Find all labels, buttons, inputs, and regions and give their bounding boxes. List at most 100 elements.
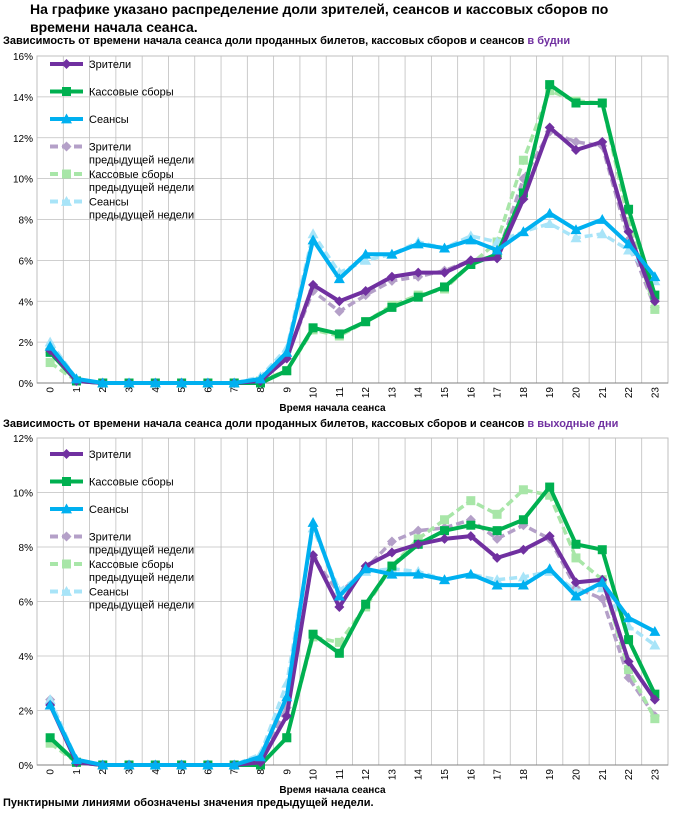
legend-label-sessions_prev: Сеансы предыдущей недели bbox=[89, 587, 194, 612]
data-point-viewers_prev bbox=[623, 672, 634, 683]
data-point-viewers bbox=[465, 255, 476, 266]
data-point-box_office bbox=[361, 599, 371, 609]
y-tick-label: 6% bbox=[19, 256, 34, 267]
data-point-sessions bbox=[281, 691, 293, 702]
data-point-box_office bbox=[361, 317, 371, 327]
data-point-sessions_prev bbox=[517, 571, 529, 582]
data-point-sessions bbox=[623, 612, 635, 623]
x-tick-label: 2 bbox=[98, 387, 109, 393]
x-tick-label: 10 bbox=[309, 387, 320, 399]
data-point-viewers bbox=[623, 656, 634, 667]
x-tick-label: 10 bbox=[309, 769, 320, 781]
data-point-box_office_prev bbox=[650, 714, 660, 724]
data-point-box_office bbox=[571, 98, 581, 108]
data-point-viewers bbox=[492, 253, 503, 264]
x-tick-label: 21 bbox=[598, 769, 609, 781]
legend-label-box_office_prev: Кассовые сборы предыдущей недели bbox=[89, 169, 194, 194]
x-tick-label: 19 bbox=[545, 769, 556, 781]
x-tick-label: 11 bbox=[335, 387, 346, 398]
y-tick-label: 8% bbox=[19, 543, 34, 554]
data-point-box_office_prev bbox=[650, 304, 660, 314]
y-tick-label: 0% bbox=[19, 379, 34, 390]
x-tick-label: 13 bbox=[387, 769, 398, 781]
data-point-viewers bbox=[623, 226, 634, 237]
data-point-sessions bbox=[570, 590, 582, 601]
x-tick-label: 5 bbox=[177, 769, 188, 775]
page-title: На графике указано распределение доли зр… bbox=[30, 1, 609, 35]
chart-title-weekdays-text: Зависимость от времени начала сеанса дол… bbox=[3, 35, 525, 47]
data-point-sessions bbox=[70, 373, 82, 384]
data-point-viewers_prev bbox=[492, 533, 503, 544]
data-point-sessions bbox=[307, 516, 319, 527]
data-point-viewers bbox=[518, 194, 529, 205]
legend-marker-box_office_prev bbox=[62, 559, 71, 569]
data-point-sessions bbox=[333, 273, 345, 284]
data-point-box_office_prev bbox=[624, 665, 634, 675]
data-point-sessions bbox=[412, 238, 424, 249]
data-point-box_office bbox=[624, 204, 634, 214]
legend-marker-sessions_prev bbox=[61, 586, 72, 596]
data-point-box_office bbox=[45, 733, 55, 743]
data-point-box_office_prev bbox=[334, 637, 344, 647]
x-tick-label: 15 bbox=[440, 387, 451, 399]
data-point-box_office bbox=[492, 526, 502, 536]
y-tick-label: 4% bbox=[19, 652, 34, 663]
data-point-sessions bbox=[44, 699, 56, 710]
data-point-viewers bbox=[334, 601, 345, 612]
data-point-box_office_prev bbox=[466, 496, 476, 506]
data-point-sessions bbox=[333, 590, 345, 601]
x-tick-label: 8 bbox=[256, 387, 267, 393]
data-point-viewers bbox=[360, 286, 371, 297]
data-point-box_office bbox=[545, 482, 555, 492]
data-point-box_office bbox=[597, 98, 607, 108]
data-point-viewers bbox=[439, 533, 450, 544]
data-point-viewers bbox=[334, 296, 345, 307]
legend-label-sessions: Сеансы bbox=[89, 114, 129, 126]
data-point-viewers_prev bbox=[334, 306, 345, 317]
data-point-sessions bbox=[202, 377, 214, 388]
data-point-sessions bbox=[623, 238, 635, 249]
x-tick-label: 15 bbox=[440, 769, 451, 781]
x-axis-title: Время начала сеанса bbox=[279, 403, 386, 414]
data-point-viewers bbox=[492, 552, 503, 563]
data-point-sessions bbox=[465, 234, 477, 245]
legend-label-sessions: Сеансы bbox=[89, 504, 129, 516]
x-tick-label: 22 bbox=[624, 387, 635, 399]
data-point-viewers bbox=[308, 279, 319, 290]
data-point-box_office bbox=[518, 188, 528, 198]
legend-label-sessions_prev: Сеансы предыдущей недели bbox=[89, 197, 194, 222]
data-point-sessions bbox=[254, 751, 266, 762]
data-point-viewers bbox=[518, 544, 529, 555]
data-point-box_office bbox=[650, 689, 660, 699]
x-tick-label: 19 bbox=[545, 387, 556, 399]
data-point-sessions bbox=[228, 377, 240, 388]
x-tick-label: 20 bbox=[571, 769, 582, 781]
legend-marker-viewers bbox=[61, 59, 72, 69]
data-point-sessions bbox=[70, 754, 82, 764]
x-tick-label: 5 bbox=[177, 387, 188, 393]
data-point-box_office bbox=[282, 733, 292, 743]
data-point-box_office bbox=[387, 561, 397, 571]
data-point-box_office bbox=[624, 635, 634, 645]
data-point-sessions bbox=[44, 340, 56, 351]
y-tick-label: 10% bbox=[13, 489, 33, 500]
data-point-sessions_prev bbox=[596, 228, 608, 239]
data-point-sessions_prev bbox=[623, 244, 635, 255]
data-point-sessions bbox=[517, 579, 529, 590]
data-point-box_office bbox=[308, 629, 318, 639]
data-point-sessions bbox=[649, 625, 661, 636]
x-tick-label: 0 bbox=[46, 769, 57, 775]
x-tick-label: 23 bbox=[650, 769, 661, 781]
x-tick-label: 12 bbox=[361, 387, 372, 399]
data-point-viewers_prev bbox=[386, 536, 397, 547]
data-point-sessions bbox=[360, 248, 372, 259]
data-point-box_office bbox=[518, 515, 528, 525]
data-point-viewers bbox=[413, 539, 424, 550]
data-point-sessions bbox=[123, 377, 135, 388]
weekday-chart: 0%2%4%6%8%10%12%14%16%0 1 2 3 4 5 6 7 8 9 10 11 12 13… bbox=[13, 52, 669, 414]
x-tick-label: 7 bbox=[230, 387, 241, 393]
legend-label-box_office_prev: Кассовые сборы предыдущей недели bbox=[89, 559, 194, 584]
data-point-sessions bbox=[97, 377, 109, 388]
data-point-box_office bbox=[334, 329, 344, 339]
legend-marker-viewers bbox=[61, 449, 72, 459]
